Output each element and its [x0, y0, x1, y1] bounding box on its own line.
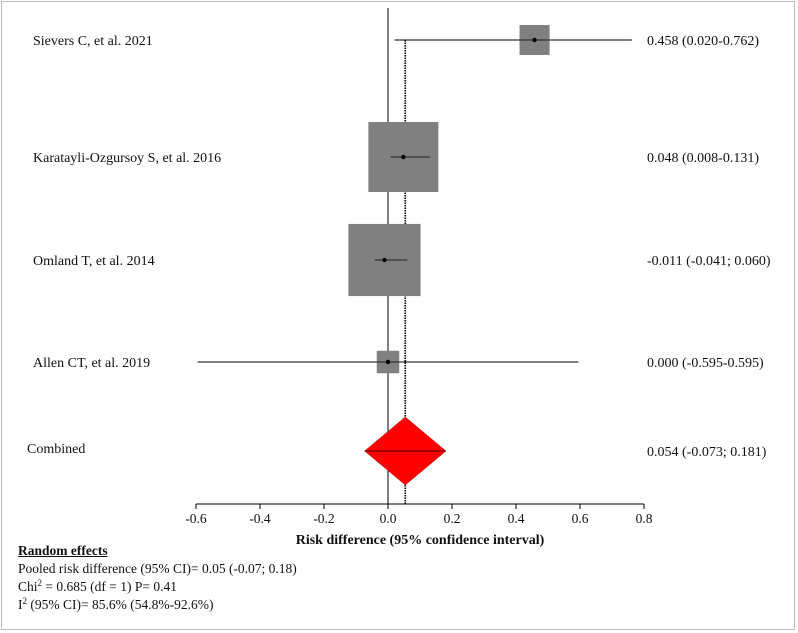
chi-prefix: Chi: [18, 579, 38, 594]
x-tick-label: 0.4: [508, 511, 525, 526]
x-tick-label: -0.4: [249, 511, 271, 526]
chi-squared-stat: Chi2 = 0.685 (df = 1) P= 0.41: [18, 578, 297, 596]
study-estimate-text: 0.000 (-0.595-0.595): [647, 356, 764, 371]
i-prefix: I: [18, 597, 23, 612]
x-tick-label: 0.8: [636, 511, 653, 526]
combined-estimate-text: 0.054 (-0.073; 0.181): [647, 445, 767, 460]
forest-plot: Sievers C, et al. 2021 0.458 (0.020-0.762…: [27, 8, 771, 548]
x-tick-label: 0.0: [380, 511, 397, 526]
x-tick-label: -0.2: [313, 511, 334, 526]
study-point: [382, 257, 387, 263]
random-effects-summary: Random effects Pooled risk difference (9…: [18, 542, 297, 614]
pooled-risk-difference: Pooled risk difference (95% CI)= 0.05 (-…: [18, 561, 297, 576]
study-point: [532, 37, 537, 43]
x-tick-label: -0.6: [185, 511, 207, 526]
study-label: Karatayli-Ozgursoy S, et al. 2016: [33, 151, 221, 166]
study-label: Allen CT, et al. 2019: [33, 356, 150, 371]
study-point: [385, 359, 391, 365]
x-tick-label: 0.6: [572, 511, 589, 526]
i-rest: (95% CI)= 85.6% (54.8%-92.6%): [27, 597, 214, 612]
study-estimate-text: 0.048 (0.008-0.131): [647, 151, 759, 166]
chi-sup: 2: [37, 578, 43, 588]
combined-label: Combined: [27, 442, 85, 457]
study-estimate-text: -0.011 (-0.041; 0.060): [647, 254, 771, 269]
i-sup: 2: [22, 596, 28, 606]
study-point: [401, 154, 406, 160]
study-estimate-text: 0.458 (0.020-0.762): [647, 34, 759, 49]
x-tick-label: 0.2: [444, 511, 461, 526]
x-axis-label: Risk difference (95% confidence interval…: [296, 533, 545, 548]
chi-rest: = 0.685 (df = 1) P= 0.41: [42, 579, 177, 594]
i-squared-stat: I2 (95% CI)= 85.6% (54.8%-92.6%): [18, 596, 297, 614]
random-effects-heading: Random effects: [18, 543, 108, 558]
study-label: Omland T, et al. 2014: [33, 254, 155, 269]
study-label: Sievers C, et al. 2021: [33, 34, 153, 49]
